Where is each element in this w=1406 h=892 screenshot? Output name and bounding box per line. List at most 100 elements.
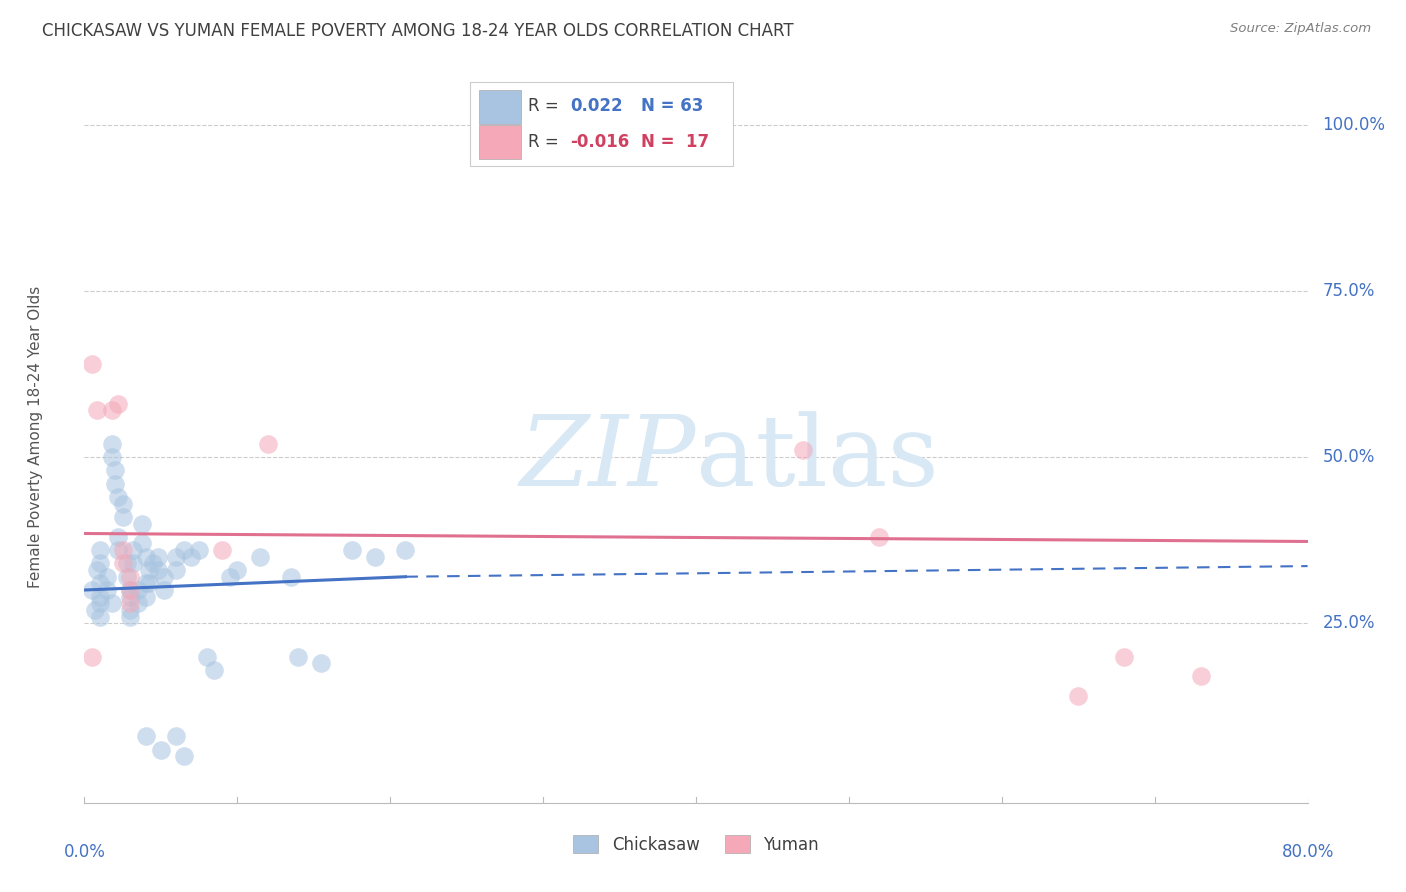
Point — [122, 557, 145, 571]
Point — [138, 576, 160, 591]
Text: Female Poverty Among 18-24 Year Olds: Female Poverty Among 18-24 Year Olds — [28, 286, 44, 588]
Point — [86, 563, 108, 577]
Point — [165, 549, 187, 564]
Text: CHICKASAW VS YUMAN FEMALE POVERTY AMONG 18-24 YEAR OLDS CORRELATION CHART: CHICKASAW VS YUMAN FEMALE POVERTY AMONG … — [42, 22, 794, 40]
Point — [165, 729, 187, 743]
Text: 75.0%: 75.0% — [1322, 282, 1375, 300]
Point — [394, 543, 416, 558]
Point — [146, 549, 169, 564]
Point — [127, 582, 149, 597]
Point — [120, 570, 142, 584]
Point — [135, 590, 157, 604]
Text: 80.0%: 80.0% — [1281, 843, 1334, 861]
Point — [115, 570, 138, 584]
Point — [340, 543, 363, 558]
Text: 50.0%: 50.0% — [1322, 448, 1375, 466]
Text: N =  17: N = 17 — [641, 133, 709, 151]
Point — [115, 557, 138, 571]
Point — [89, 576, 111, 591]
Point — [107, 490, 129, 504]
Point — [120, 582, 142, 597]
Point — [96, 582, 118, 597]
Point — [188, 543, 211, 558]
Point — [84, 603, 107, 617]
Text: 25.0%: 25.0% — [1322, 615, 1375, 632]
Point — [1114, 649, 1136, 664]
Point — [107, 397, 129, 411]
Point — [226, 563, 249, 577]
FancyBboxPatch shape — [479, 126, 522, 159]
Point — [153, 582, 176, 597]
Point — [153, 570, 176, 584]
Text: R =: R = — [529, 133, 564, 151]
Point — [202, 663, 225, 677]
Point — [173, 749, 195, 764]
Point — [146, 563, 169, 577]
Text: 100.0%: 100.0% — [1322, 116, 1385, 134]
Point — [111, 497, 134, 511]
Text: atlas: atlas — [696, 411, 939, 507]
Point — [86, 403, 108, 417]
Point — [101, 403, 124, 417]
Point — [120, 596, 142, 610]
Point — [149, 742, 172, 756]
Point — [165, 563, 187, 577]
Point — [131, 516, 153, 531]
Point — [80, 649, 103, 664]
Point — [127, 596, 149, 610]
Point — [122, 543, 145, 558]
Text: R =: R = — [529, 97, 564, 115]
Text: N = 63: N = 63 — [641, 97, 703, 115]
FancyBboxPatch shape — [479, 90, 522, 124]
Point — [111, 557, 134, 571]
Point — [111, 509, 134, 524]
Point — [138, 563, 160, 577]
Text: ZIP: ZIP — [520, 411, 696, 507]
Point — [135, 576, 157, 591]
Point — [104, 463, 127, 477]
Point — [89, 557, 111, 571]
Point — [111, 543, 134, 558]
Point — [135, 549, 157, 564]
Point — [173, 543, 195, 558]
Point — [131, 536, 153, 550]
Point — [142, 557, 165, 571]
FancyBboxPatch shape — [470, 82, 733, 167]
Text: 0.022: 0.022 — [569, 97, 623, 115]
Point — [80, 582, 103, 597]
Point — [101, 596, 124, 610]
Point — [89, 543, 111, 558]
Point — [96, 570, 118, 584]
Point — [180, 549, 202, 564]
Point — [101, 450, 124, 464]
Point — [218, 570, 240, 584]
Point — [107, 530, 129, 544]
Point — [287, 649, 309, 664]
Point — [792, 443, 814, 458]
Point — [135, 729, 157, 743]
Point — [1189, 669, 1212, 683]
Text: 0.0%: 0.0% — [63, 843, 105, 861]
Point — [280, 570, 302, 584]
Text: -0.016: -0.016 — [569, 133, 630, 151]
Point — [89, 609, 111, 624]
Point — [120, 609, 142, 624]
Point — [89, 596, 111, 610]
Point — [257, 436, 280, 450]
Text: Source: ZipAtlas.com: Source: ZipAtlas.com — [1230, 22, 1371, 36]
Point — [104, 476, 127, 491]
Point — [211, 543, 233, 558]
Point — [195, 649, 218, 664]
Point — [120, 590, 142, 604]
Point — [80, 357, 103, 371]
Point — [120, 582, 142, 597]
Point — [107, 543, 129, 558]
Point — [364, 549, 387, 564]
Point — [101, 436, 124, 450]
Point — [1067, 690, 1090, 704]
Point — [311, 656, 333, 670]
Point — [249, 549, 271, 564]
Point — [120, 603, 142, 617]
Point — [869, 530, 891, 544]
Point — [89, 590, 111, 604]
